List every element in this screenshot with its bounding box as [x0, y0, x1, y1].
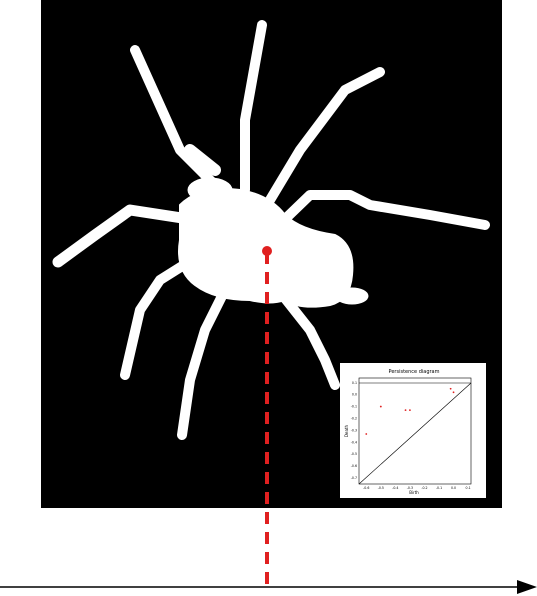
inset-title: Persistence diagram [389, 369, 440, 375]
x-tick-label: -0.1 [436, 486, 442, 490]
inset-plot-frame [358, 377, 472, 485]
y-tick-label: -0.2 [351, 416, 357, 420]
x-tick-label: -0.5 [378, 486, 384, 490]
y-tick-label: -0.3 [351, 428, 357, 432]
persistence-point [365, 433, 368, 435]
persistence-point [404, 409, 407, 412]
y-tick-label: 0.1 [352, 381, 357, 385]
red-dot-marker-icon [262, 246, 272, 256]
y-tick-label: 0.0 [352, 393, 357, 397]
inset-points [365, 387, 455, 435]
x-tick-label: -0.6 [363, 486, 369, 490]
y-tick-label: -0.1 [351, 405, 357, 409]
x-tick-label: -0.3 [407, 486, 413, 490]
y-tick-label: -0.6 [351, 464, 357, 468]
x-tick-label: -0.4 [392, 486, 398, 490]
persistence-point [452, 391, 455, 394]
y-tick-label: -0.4 [351, 440, 357, 444]
persistence-diagram-inset: Persistence diagram -0.6 -0.5 -0.4 -0.3 -0.2… [340, 363, 486, 498]
inset-ylabel: Death [344, 424, 349, 437]
arrow-right-icon [517, 580, 537, 594]
persistence-point [379, 405, 382, 408]
x-tick-label: 0.0 [451, 486, 456, 490]
persistence-point [449, 387, 452, 390]
inset-x-ticks: -0.6 -0.5 -0.4 -0.3 -0.2 -0.1 0.0 0.1 [363, 486, 470, 490]
inset-background [340, 363, 486, 498]
diagonal-line [358, 382, 472, 485]
x-tick-label: -0.2 [421, 486, 427, 490]
x-tick-label: 0.1 [466, 486, 471, 490]
inset-y-ticks: 0.1 0.0 -0.1 -0.2 -0.3 -0.4 -0.5 -0.6 -0.7 [351, 381, 357, 480]
persistence-point [409, 409, 411, 412]
inset-xlabel: Birth [409, 490, 419, 495]
y-tick-label: -0.7 [351, 476, 357, 480]
y-tick-label: -0.5 [351, 452, 357, 456]
